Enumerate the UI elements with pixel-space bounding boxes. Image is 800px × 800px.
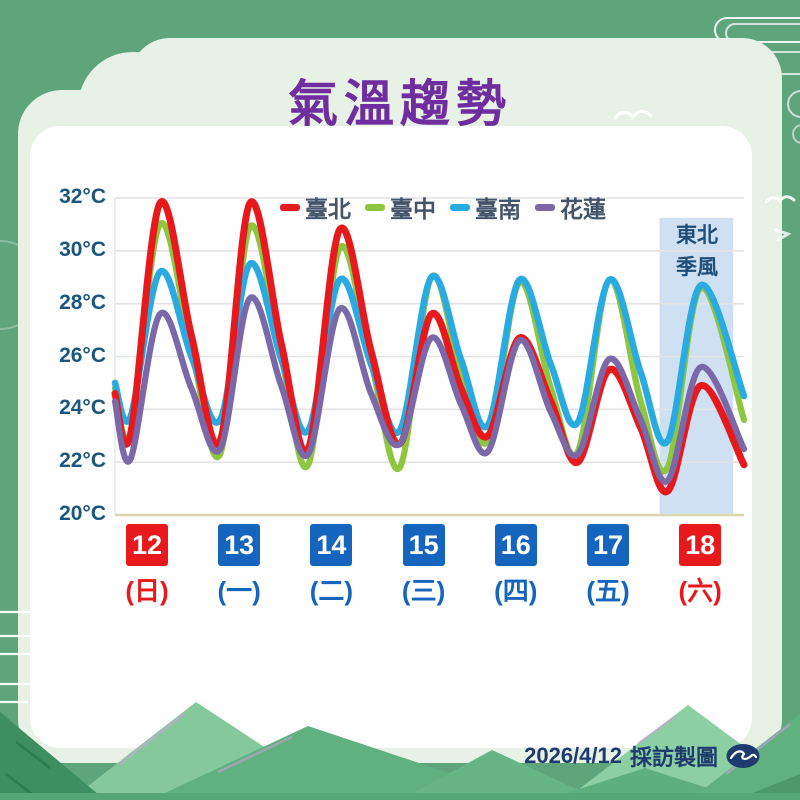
- y-axis-label-32: 32°C: [59, 185, 106, 208]
- x-axis-days: 12 (日) 13 (一) 14 (二) 15 (三) 16 (四) 17 (五) 18 (六): [0, 524, 800, 614]
- monsoon-label-line1: 東北: [676, 224, 718, 247]
- y-axis-label-22: 22°C: [59, 449, 106, 473]
- legend-item-taichung: 臺中: [365, 190, 436, 224]
- legend-label: 臺南: [475, 196, 521, 222]
- page-title: 氣溫趨勢: [288, 76, 512, 132]
- legend-item-taipei: 臺北: [280, 190, 351, 224]
- legend-dash-icon: [450, 203, 470, 211]
- day-column-15: 15 (三): [393, 524, 455, 608]
- weekday-label-13: (一): [217, 576, 261, 606]
- weekday-label-17: (五): [586, 576, 630, 606]
- series-line-taipei: [111, 198, 748, 496]
- legend-label: 臺北: [305, 196, 351, 222]
- legend-dash-icon: [280, 203, 300, 211]
- cwb-logo: [726, 744, 760, 768]
- day-column-14: 14 (二): [300, 524, 362, 608]
- y-axis-label-24: 24°C: [59, 396, 106, 420]
- day-column-13: 13 (一): [208, 524, 270, 608]
- weekday-label-15: (三): [401, 576, 446, 606]
- date-badge-16: 16: [494, 524, 537, 566]
- y-axis-label-28: 28°C: [59, 290, 106, 314]
- date-badge-14: 14: [310, 524, 353, 566]
- legend-label: 臺中: [390, 196, 436, 222]
- day-column-17: 17 (五): [577, 524, 639, 608]
- day-column-12: 12 (日): [116, 524, 178, 608]
- temperature-chart: [111, 197, 748, 517]
- northeast-monsoon-label: 東北 季風: [660, 220, 734, 283]
- legend-label: 花蓮: [560, 196, 606, 222]
- footer-credit: 2026/4/12 採訪製圖: [0, 740, 760, 772]
- legend-item-tainan: 臺南: [450, 190, 521, 224]
- y-axis-label-26: 26°C: [59, 343, 106, 367]
- date-badge-15: 15: [402, 524, 445, 566]
- legend-dash-icon: [365, 203, 385, 211]
- series-line-hualien: [111, 294, 748, 485]
- y-axis-label-30: 30°C: [59, 237, 106, 261]
- legend-dash-icon: [535, 203, 555, 211]
- monsoon-label-line2: 季風: [676, 255, 718, 279]
- series-line-tainan: [111, 259, 748, 447]
- legend-item-hualien: 花蓮: [535, 190, 606, 224]
- date-badge-13: 13: [218, 524, 261, 566]
- mountain-dark-right: [735, 774, 800, 800]
- date-badge-18: 18: [679, 524, 722, 566]
- weekday-label-16: (四): [494, 576, 538, 606]
- y-axis: 20°C 22°C 24°C 26°C 28°C 30°C 32°C: [44, 126, 106, 626]
- footer-date: 2026/4/12: [524, 743, 622, 768]
- day-column-18: 18 (六): [669, 524, 731, 608]
- weekday-label-12: (日): [125, 576, 169, 606]
- chart-legend: 臺北 臺中 臺南 花蓮: [280, 190, 606, 224]
- date-badge-17: 17: [587, 524, 629, 566]
- footer-credit-text: 採訪製圖: [629, 745, 718, 770]
- weekday-label-18: (六): [678, 576, 722, 606]
- weekday-label-14: (二): [309, 576, 354, 606]
- day-column-16: 16 (四): [485, 524, 547, 608]
- date-badge-12: 12: [126, 524, 168, 566]
- y-axis-label-20: 20°C: [59, 502, 106, 525]
